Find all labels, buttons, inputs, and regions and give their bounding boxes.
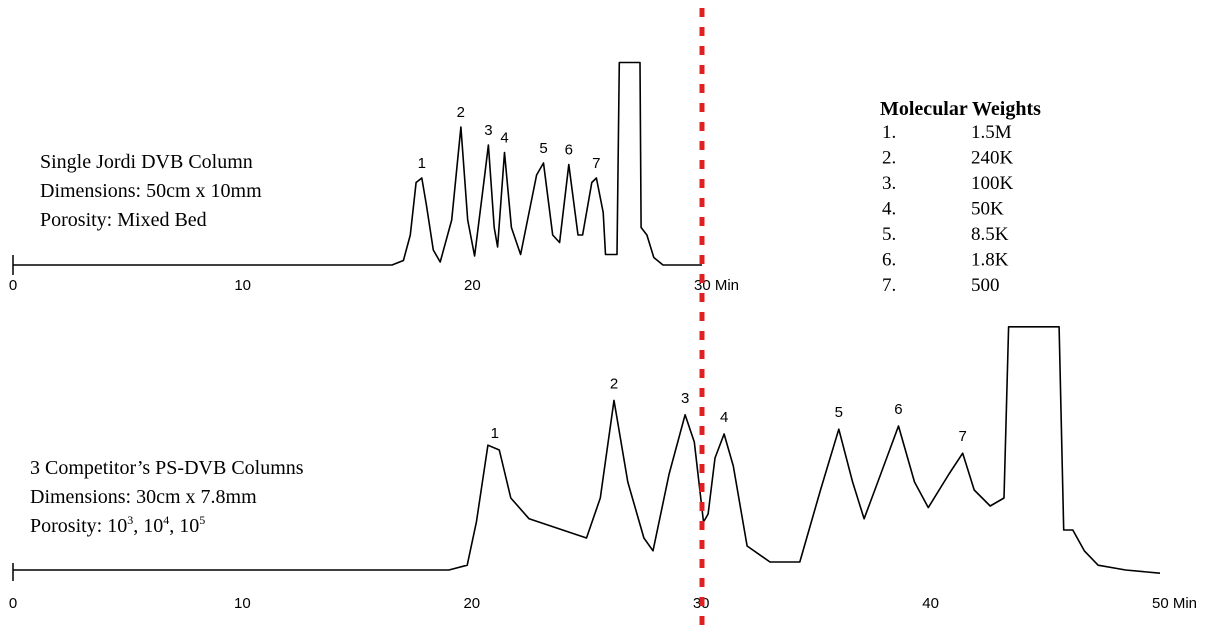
legend-entry-number: 6. [882, 250, 896, 271]
x-tick-label: 10 [234, 277, 251, 294]
x-tick-label: 0 [9, 595, 17, 612]
legend-entry-number: 3. [882, 173, 896, 194]
chromatogram-trace [13, 61, 702, 266]
top-chromatogram: 1 2 3 4 5 6 7 0 10 20 30 Min Single Jordi DVB Colum… [9, 61, 739, 294]
x-tick-label: 0 [9, 277, 17, 294]
porosity-line: Porosity: 103, 104, 105 [30, 513, 205, 537]
peak-label: 1 [491, 425, 499, 442]
peak-label: 7 [592, 155, 600, 172]
legend-entry-weight: 100K [971, 173, 1014, 194]
peak-label: 3 [484, 122, 492, 139]
peak-label: 1 [418, 155, 426, 172]
x-tick-label: 40 [922, 595, 939, 612]
column-info-line: Dimensions: 30cm x 7.8mm [30, 486, 257, 508]
column-info-line: Dimensions: 50cm x 10mm [40, 180, 262, 202]
peak-label: 4 [500, 130, 508, 147]
peak-label: 5 [539, 140, 547, 157]
peak-label: 4 [720, 409, 728, 426]
column-info-line: 3 Competitor’s PS-DVB Columns [30, 457, 304, 479]
x-tick-label: 10 [234, 595, 251, 612]
peak-label: 2 [610, 375, 618, 392]
x-tick-label: 30 Min [694, 277, 739, 294]
legend-entry-number: 2. [882, 148, 896, 169]
chromatogram-trace [13, 326, 1161, 574]
column-info-line: Single Jordi DVB Column [40, 151, 253, 173]
legend-entry-number: 4. [882, 199, 896, 220]
legend-entry-weight: 8.5K [971, 224, 1009, 245]
peak-label: 7 [959, 428, 967, 445]
x-tick-label: 50 Min [1152, 595, 1197, 612]
x-tick-label: 20 [463, 595, 480, 612]
peak-label: 6 [565, 142, 573, 159]
legend-entry-weight: 500 [971, 275, 1000, 296]
legend-entry-number: 5. [882, 224, 896, 245]
x-tick-label: 20 [464, 277, 481, 294]
legend-entry-number: 7. [882, 275, 896, 296]
legend-entry-weight: 1.5M [971, 122, 1012, 143]
legend-entry-weight: 50K [971, 199, 1004, 220]
peak-label: 6 [894, 401, 902, 418]
legend-title: Molecular Weights [880, 98, 1041, 120]
peak-label: 3 [681, 390, 689, 407]
legend-entry-number: 1. [882, 122, 896, 143]
legend-entry-weight: 1.8K [971, 250, 1009, 271]
peak-label: 2 [457, 104, 465, 121]
column-info-line: Porosity: Mixed Bed [40, 209, 207, 231]
peak-label: 5 [835, 404, 843, 421]
legend-entry-weight: 240K [971, 148, 1014, 169]
